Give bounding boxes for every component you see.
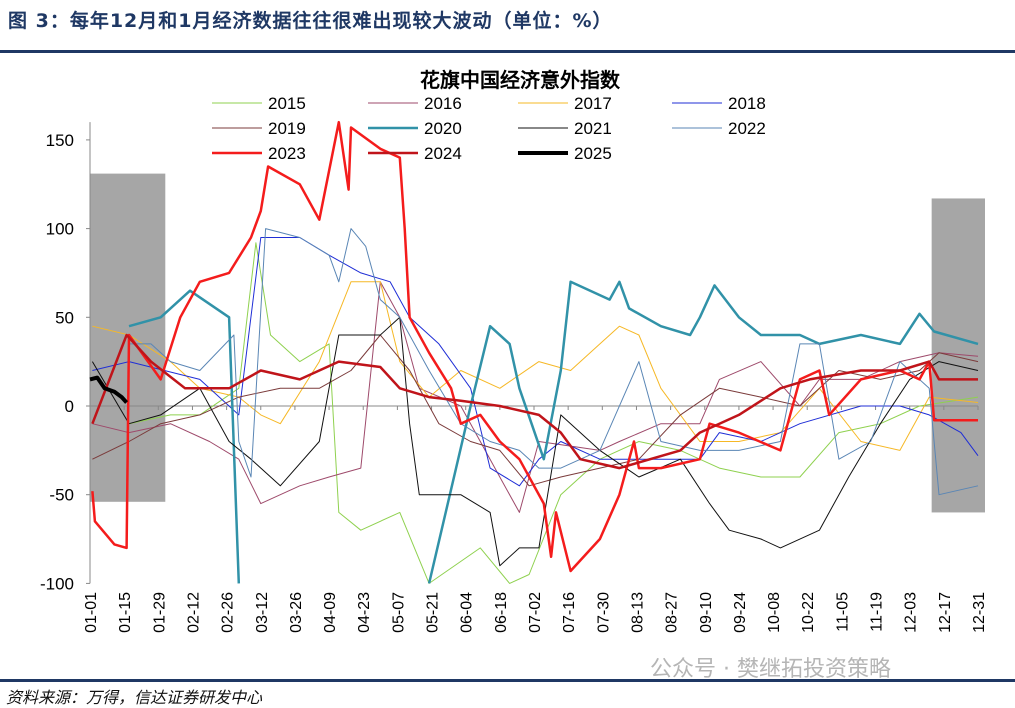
y-tick-label: 0 [65,397,74,416]
series-line-2021 [91,316,979,567]
x-tick-label: 02-26 [220,592,237,633]
x-tick-label: 01-15 [117,592,134,633]
x-tick-label: 12-17 [937,592,954,633]
x-tick-label: 09-24 [732,592,749,633]
chart-title: 花旗中国经济意外指数 [420,68,621,92]
x-tick-label: 01-01 [83,592,100,633]
y-tick-label: 100 [46,220,74,239]
series-line-2022 [129,228,979,496]
legend-label-2020: 2020 [424,119,462,138]
x-tick-label: 03-12 [254,592,271,633]
x-tick-label: 10-08 [766,592,783,633]
x-tick-label: 08-13 [629,592,646,633]
shaded-region [931,198,985,513]
x-tick-label: 12-03 [903,592,920,633]
bottom-rule [0,679,1015,682]
y-tick-label: 150 [46,131,74,150]
x-tick-label: 05-07 [390,592,407,633]
x-tick-label: 06-04 [459,592,476,633]
source-note: 资料来源：万得，信达证券研发中心 [6,688,263,707]
x-tick-label: 10-22 [800,592,817,633]
figure-title: 图 3：每年12月和1月经济数据往往很难出现较大波动（单位：%） [8,10,613,32]
watermark: 公众号 · 樊继拓投资策略 [650,657,891,682]
legend-label-2019: 2019 [268,119,306,138]
x-tick-label: 04-09 [322,592,339,633]
legend-label-2017: 2017 [574,94,612,113]
x-tick-label: 05-21 [425,592,442,633]
legend-label-2016: 2016 [424,94,462,113]
x-tick-label: 09-10 [698,592,715,633]
chart: 150 100 50 0 -50 -100 01-01 01-15 01-29 02-12 02-2… [40,68,988,633]
legend-label-2021: 2021 [574,119,612,138]
x-tick-label: 08-27 [664,592,681,633]
legend-label-2018: 2018 [728,94,766,113]
legend-label-2015: 2015 [268,94,306,113]
series-line-2016 [92,281,979,513]
legend-label-2022: 2022 [728,119,766,138]
series-line-2025 [89,375,129,404]
x-tick-label: 07-16 [561,592,578,633]
legend-label-2025: 2025 [574,144,612,163]
top-rule [0,50,1015,53]
x-tick-label: 02-12 [185,592,202,633]
x-tick-label: 07-30 [595,592,612,633]
legend-label-2024: 2024 [424,144,462,163]
y-tick-label: -100 [40,574,74,593]
y-tick-label: 50 [55,308,74,327]
x-tick-label: 12-31 [971,592,988,633]
x-tick-label: 01-29 [151,592,168,633]
x-tick-label: 07-02 [527,592,544,633]
series-line-2024 [91,333,978,470]
x-tick-label: 06-18 [493,592,510,633]
legend-label-2023: 2023 [268,144,306,163]
series-line-2017 [92,281,979,451]
x-tick-label: 11-05 [834,592,851,632]
series-line-2020 [128,280,979,584]
y-tick-label: -50 [49,486,74,505]
series-line-2023 [91,120,978,573]
x-tick-label: 11-19 [869,592,886,632]
x-tick-label: 04-23 [356,592,373,633]
x-tick-label: 03-26 [288,592,305,633]
